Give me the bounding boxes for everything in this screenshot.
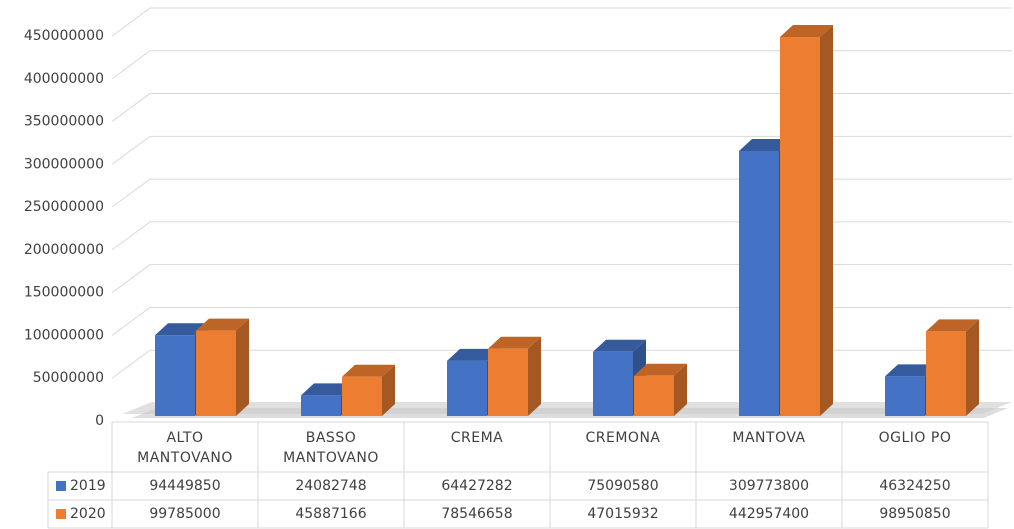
floor-shadow: [132, 408, 1008, 418]
bar-top: [739, 138, 792, 151]
bar-front: [739, 150, 779, 416]
bar-front: [926, 331, 966, 416]
table-value: 309773800: [729, 478, 809, 494]
category-cell: OGLIO PO: [878, 430, 952, 446]
y-tick-label: 450000000: [24, 28, 104, 44]
x-tick-label: CREMONA: [585, 430, 661, 446]
y-tick-label: 150000000: [24, 285, 104, 301]
bar-top: [155, 323, 208, 336]
category-cell: ALTO MANTOVANO: [137, 430, 233, 466]
y-tick-label: 400000000: [24, 71, 104, 87]
bar-front: [634, 375, 674, 416]
bar-side: [382, 364, 395, 416]
bar: [196, 318, 249, 416]
y-tick-label: 50000000: [33, 370, 104, 386]
legend-label: 2020: [70, 506, 106, 522]
table-value: 24082748: [295, 478, 366, 494]
category-cell: CREMA: [450, 430, 504, 446]
bar-front: [593, 351, 633, 416]
table-value: 78546658: [441, 506, 512, 522]
y-tick-label: 0: [95, 413, 104, 429]
table-value: 442957400: [729, 506, 809, 522]
bar-side: [966, 319, 979, 416]
bar-side: [820, 25, 833, 417]
legend-swatch: [56, 509, 66, 519]
bar-front: [780, 37, 820, 417]
bar-front: [301, 395, 341, 416]
y-tick-label: 350000000: [24, 114, 104, 130]
x-tick-label: ALTO MANTOVANO: [137, 430, 233, 466]
grid-line: [111, 7, 1012, 37]
category-cell: MANTOVA: [732, 430, 806, 446]
bar-front: [342, 376, 382, 416]
grid-line: [111, 221, 1012, 251]
grid-line: [111, 264, 1012, 294]
table-value: 46324250: [879, 478, 950, 494]
bar-top: [301, 383, 354, 396]
bar: [342, 364, 395, 416]
bar: [488, 336, 541, 416]
y-tick-label: 100000000: [24, 327, 104, 343]
bar-top: [196, 318, 249, 331]
x-tick-label: OGLIO PO: [878, 430, 952, 446]
grid-line: [111, 93, 1012, 122]
category-cell: BASSO MANTOVANO: [283, 430, 379, 466]
table-value: 99785000: [149, 506, 220, 522]
legend-swatch: [56, 481, 66, 491]
x-tick-label: MANTOVA: [732, 430, 806, 446]
bar-top: [342, 364, 395, 377]
bar-front: [155, 335, 195, 416]
bar-front: [488, 348, 528, 416]
bar-top: [593, 339, 646, 352]
table-value: 94449850: [149, 478, 220, 494]
y-tick-label: 250000000: [24, 199, 104, 215]
x-tick-label: BASSO MANTOVANO: [283, 430, 379, 466]
bar: [926, 319, 979, 416]
bar-front: [196, 330, 236, 416]
bar-front: [447, 360, 487, 416]
table-value: 47015932: [587, 506, 658, 522]
y-tick-label: 300000000: [24, 156, 104, 172]
bar-side: [674, 363, 687, 416]
grid-line: [111, 349, 1012, 379]
grid-line: [111, 178, 1012, 208]
grid-line: [111, 50, 1012, 80]
table-value: 45887166: [295, 506, 366, 522]
legend-label: 2019: [70, 478, 106, 494]
x-tick-label: CREMA: [450, 430, 504, 446]
bar-top: [926, 319, 979, 332]
bar-top: [447, 348, 500, 361]
bar-front: [885, 376, 925, 416]
bar-top: [780, 25, 833, 38]
table-value: 64427282: [441, 478, 512, 494]
y-tick-label: 200000000: [24, 242, 104, 258]
bar: [780, 25, 833, 417]
table-value: 98950850: [879, 506, 950, 522]
bar-top: [488, 336, 541, 349]
category-cell: CREMONA: [585, 430, 661, 446]
bar-top: [634, 363, 687, 376]
bar: [634, 363, 687, 416]
bar-side: [528, 336, 541, 416]
grid-line: [111, 306, 1012, 336]
grid-line: [111, 135, 1012, 165]
bar-side: [236, 318, 249, 416]
bar-top: [885, 364, 938, 377]
table-value: 75090580: [587, 478, 658, 494]
